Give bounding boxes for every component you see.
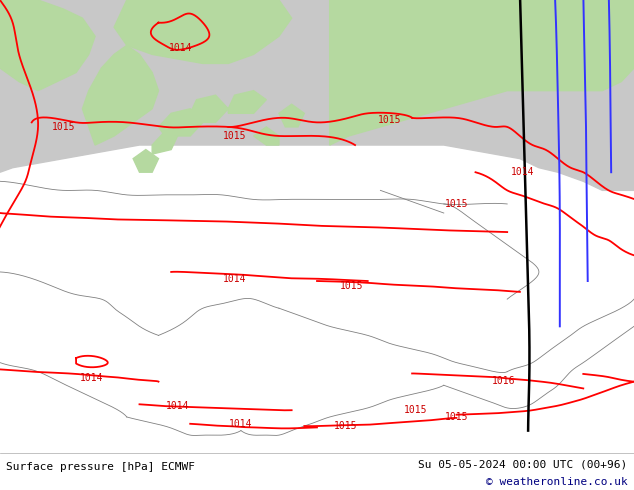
Text: 1014: 1014 [169,43,193,52]
Text: 1015: 1015 [333,421,358,431]
Polygon shape [152,131,178,154]
Text: 1015: 1015 [444,199,469,209]
Text: 1015: 1015 [403,405,427,415]
Polygon shape [114,0,292,64]
Polygon shape [279,104,304,127]
Polygon shape [133,149,158,172]
Text: 1016: 1016 [492,376,516,386]
Polygon shape [330,0,634,145]
Text: 1014: 1014 [229,419,253,429]
Polygon shape [158,109,203,136]
Text: © weatheronline.co.uk: © weatheronline.co.uk [486,477,628,487]
Text: 1015: 1015 [444,412,469,422]
Text: 1015: 1015 [340,281,364,291]
Polygon shape [0,0,95,91]
Polygon shape [254,127,279,145]
Text: 1014: 1014 [165,401,190,411]
Polygon shape [190,95,228,122]
Text: 1015: 1015 [223,131,247,141]
Text: Su 05-05-2024 00:00 UTC (00+96): Su 05-05-2024 00:00 UTC (00+96) [418,459,628,469]
Polygon shape [228,91,266,113]
Text: 1014: 1014 [223,274,247,284]
Text: Surface pressure [hPa] ECMWF: Surface pressure [hPa] ECMWF [6,462,195,472]
Polygon shape [82,46,158,145]
Polygon shape [0,0,634,191]
Text: 1015: 1015 [378,115,402,125]
Text: 1014: 1014 [511,167,535,177]
Text: 1015: 1015 [51,122,75,132]
Text: 1014: 1014 [80,373,104,384]
